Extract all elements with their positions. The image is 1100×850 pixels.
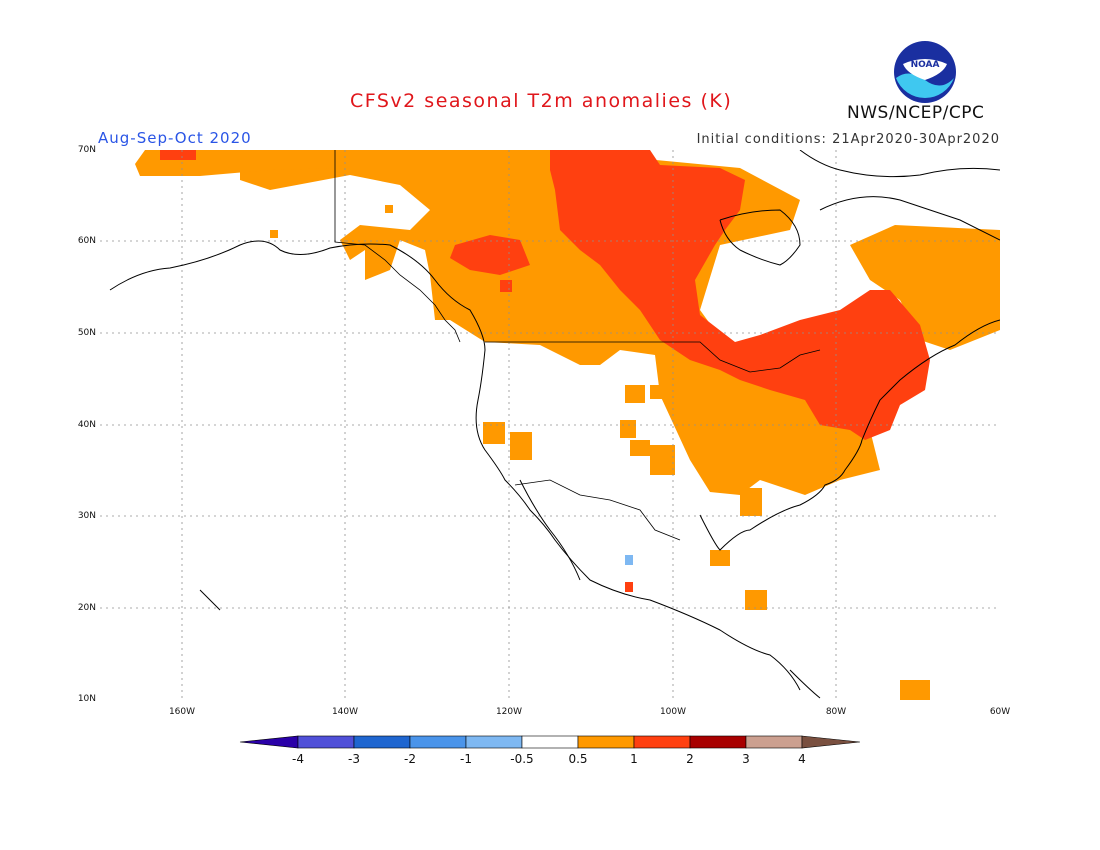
legend-tick: -0.5 xyxy=(510,752,534,766)
lat-label-20n: 20N xyxy=(77,603,96,613)
season-label: Aug-Sep-Oct 2020 xyxy=(98,129,252,147)
legend-tick: -1 xyxy=(460,752,472,766)
lon-label-120w: 120W xyxy=(495,707,523,717)
legend-bin-3 xyxy=(409,735,467,749)
legend-bin-5 xyxy=(521,735,579,749)
coastlines xyxy=(109,150,1000,699)
lat-label-30n: 30N xyxy=(77,511,96,521)
svg-text:NOAA: NOAA xyxy=(911,60,940,70)
legend-bin-7 xyxy=(633,735,691,749)
legend-tick: 2 xyxy=(686,752,694,766)
legend-bin-1 xyxy=(297,735,355,749)
legend-tick: 4 xyxy=(798,752,806,766)
anomaly-layer-cool xyxy=(625,555,633,565)
map-title: CFSv2 seasonal T2m anomalies (K) xyxy=(350,90,733,112)
lat-lon-grid xyxy=(100,150,1000,700)
legend-tick: -3 xyxy=(348,752,360,766)
noaa-logo-icon: NOAA xyxy=(894,41,956,103)
agency-label: NWS/NCEP/CPC xyxy=(847,103,985,123)
legend-bin-8 xyxy=(689,735,747,749)
legend-bin-0 xyxy=(239,735,299,749)
anomaly-map xyxy=(100,150,1000,700)
lat-label-60n: 60N xyxy=(77,236,96,246)
country-borders xyxy=(334,150,821,541)
lon-label-60w: 60W xyxy=(989,707,1011,717)
lat-label-70n: 70N xyxy=(77,145,96,155)
lon-label-140w: 140W xyxy=(331,707,359,717)
legend-tick: 3 xyxy=(742,752,750,766)
legend-bin-4 xyxy=(465,735,523,749)
lat-label-40n: 40N xyxy=(77,420,96,430)
legend-tick: 1 xyxy=(630,752,638,766)
initial-conditions-label: Initial conditions: 21Apr2020-30Apr2020 xyxy=(696,132,1000,147)
legend-bin-6 xyxy=(577,735,635,749)
legend-tick: -2 xyxy=(404,752,416,766)
lat-label-50n: 50N xyxy=(77,328,96,338)
lon-label-80w: 80W xyxy=(825,707,847,717)
legend-tick: -4 xyxy=(292,752,304,766)
lon-label-100w: 100W xyxy=(659,707,687,717)
color-legend-bar xyxy=(239,735,861,749)
legend-bin-2 xyxy=(353,735,411,749)
legend-tick: 0.5 xyxy=(568,752,588,766)
lat-label-10n: 10N xyxy=(77,694,96,704)
legend-bin-10 xyxy=(801,735,861,749)
legend-bin-9 xyxy=(745,735,803,749)
lon-label-160w: 160W xyxy=(168,707,196,717)
